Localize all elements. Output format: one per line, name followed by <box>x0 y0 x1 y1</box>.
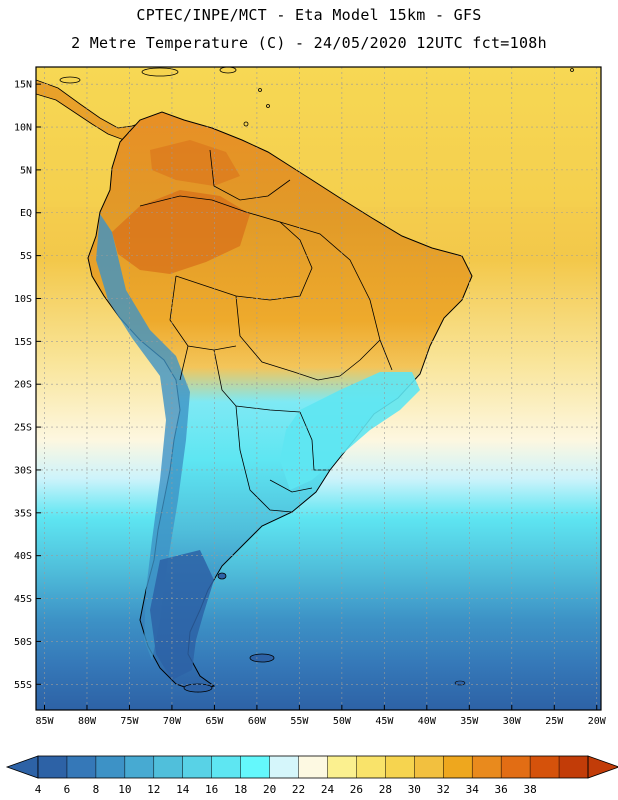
colorbar-swatch <box>153 756 184 778</box>
lon-label: 50W <box>333 716 352 727</box>
colorbar-label: 8 <box>93 783 100 796</box>
longitude-labels: 85W 80W 75W 70W 65W 60W 55W 50W 45W 40W 35W 30W 25W 2… <box>35 705 607 727</box>
map-frame <box>35 66 602 711</box>
lon-label: 85W <box>35 716 54 727</box>
colorbar-swatch <box>385 756 415 778</box>
lat-label: 20S <box>14 380 32 391</box>
colorbar-label: 28 <box>379 783 392 796</box>
colorbar-high-arrow <box>587 755 618 779</box>
colorbar-label: 14 <box>176 783 190 796</box>
colorbar-swatch <box>414 756 444 778</box>
colorbar-label: 30 <box>408 783 421 796</box>
lat-label: 55S <box>14 680 32 691</box>
lat-label: 40S <box>14 551 32 562</box>
lon-label: 40W <box>418 716 437 727</box>
colorbar-label: 10 <box>118 783 131 796</box>
colorbar-swatch <box>124 756 155 778</box>
colorbar-label: 34 <box>466 783 480 796</box>
colorbar-swatch <box>298 756 328 778</box>
caribbean-islands <box>59 67 574 127</box>
lat-label: 15N <box>14 80 32 91</box>
lat-label: 10S <box>14 294 32 305</box>
lon-label: 20W <box>588 716 607 727</box>
south-brazil-cool-zone <box>280 372 420 490</box>
colorbar-swatch <box>269 756 299 778</box>
lon-label: 25W <box>545 716 564 727</box>
andes-cold-zone <box>96 214 190 660</box>
lat-label: 25S <box>14 423 32 434</box>
latitude-labels: 15N 10N 5N EQ 5S 10S 15S 20S 25S 30S 35S 40S 45S 50S 5… <box>14 80 41 691</box>
tierra-del-fuego <box>183 683 213 693</box>
colorbar-label: 20 <box>263 783 276 796</box>
lat-label: 15S <box>14 337 32 348</box>
colorbar-label: 6 <box>64 783 71 796</box>
colorbar-frame <box>37 755 589 779</box>
lat-label: 35S <box>14 508 32 519</box>
lon-label: 35W <box>460 716 479 727</box>
colorbar-swatch <box>182 756 212 778</box>
colorbar-label: 36 <box>495 783 508 796</box>
lon-label: 55W <box>290 716 309 727</box>
lon-label: 70W <box>163 716 182 727</box>
colorbar: 4 6 8 10 12 14 16 18 20 22 24 26 28 30 32 34 36 38 <box>5 755 618 796</box>
colorbar-swatch <box>66 756 97 778</box>
colorbar-label: 32 <box>437 783 450 796</box>
lat-label: 30S <box>14 465 32 476</box>
lat-label: 45S <box>14 594 32 605</box>
patagonia-cold-zone <box>150 550 214 680</box>
colorbar-label: 26 <box>350 783 363 796</box>
colorbar-label: 18 <box>234 783 247 796</box>
colorbar-swatch <box>38 756 68 778</box>
lat-label: 50S <box>14 637 32 648</box>
colorbar-label: 16 <box>205 783 218 796</box>
colorbar-label: 22 <box>292 783 305 796</box>
colorbar-label: 24 <box>321 783 335 796</box>
colorbar-label: 4 <box>35 783 42 796</box>
lon-label: 45W <box>375 716 394 727</box>
colorbar-swatch <box>501 756 531 778</box>
lat-label: EQ <box>20 208 32 219</box>
colorbar-swatch <box>356 756 386 778</box>
lat-lon-grid <box>36 67 601 710</box>
colorbar-swatch <box>472 756 502 778</box>
lon-label: 65W <box>205 716 224 727</box>
amazon-hot-zone <box>112 190 250 274</box>
colorbar-low-arrow <box>5 755 39 779</box>
lat-label: 10N <box>14 123 32 134</box>
colorbar-swatch <box>559 756 589 778</box>
colorbar-swatch <box>211 756 241 778</box>
peninsula-valdes <box>217 572 227 580</box>
country-borders <box>139 149 393 513</box>
lat-label: 5S <box>20 251 32 262</box>
chart-title-line-2: 2 Metre Temperature (C) - 24/05/2020 12U… <box>71 34 547 52</box>
lon-label: 30W <box>503 716 522 727</box>
chart-title-line-1: CPTEC/INPE/MCT - Eta Model 15km - GFS <box>136 6 482 24</box>
lon-label: 80W <box>78 716 97 727</box>
colorbar-swatch <box>530 756 560 778</box>
colorbar-label: 12 <box>147 783 160 796</box>
colorbar-swatch <box>443 756 473 778</box>
colorbar-swatch <box>327 756 357 778</box>
colorbar-swatch <box>240 756 270 778</box>
lat-label: 5N <box>20 165 32 176</box>
colorbar-label: 38 <box>523 783 536 796</box>
lon-label: 75W <box>120 716 139 727</box>
orinoco-hot-zone <box>150 140 240 186</box>
lon-label: 60W <box>248 716 267 727</box>
colorbar-swatch <box>95 756 126 778</box>
falkland-islands <box>249 653 275 663</box>
